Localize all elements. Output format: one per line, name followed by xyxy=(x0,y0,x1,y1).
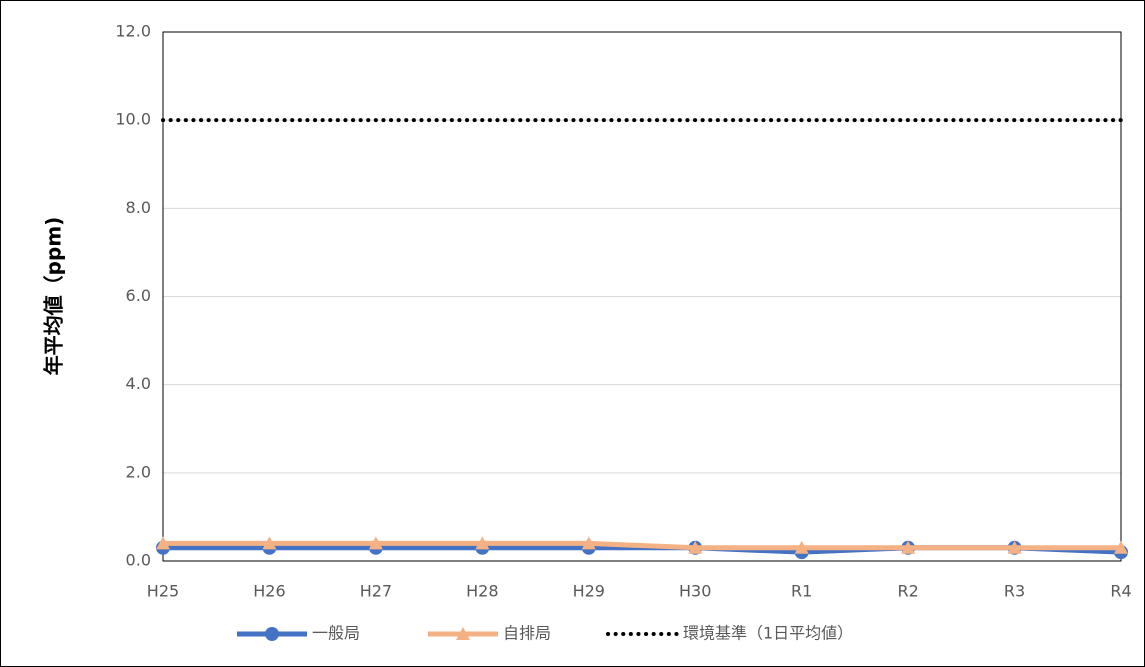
legend-label: 環境基準（1日平均値） xyxy=(683,624,853,643)
data-point xyxy=(368,536,383,550)
data-point xyxy=(901,540,916,554)
data-point xyxy=(1114,540,1128,554)
y-tick-label: 8.0 xyxy=(126,198,151,217)
x-tick-label: R4 xyxy=(1110,582,1131,601)
y-tick-label: 0.0 xyxy=(126,551,151,570)
x-tick-label: H30 xyxy=(679,582,711,601)
x-tick-label: R1 xyxy=(791,582,812,601)
data-point xyxy=(156,536,170,550)
data-point xyxy=(794,540,809,554)
data-point xyxy=(475,536,490,550)
x-tick-label: H26 xyxy=(253,582,285,601)
data-point xyxy=(1007,540,1022,554)
y-tick-label: 10.0 xyxy=(115,110,151,129)
x-tick-label: R2 xyxy=(897,582,918,601)
y-axis-label: 年平均値（ppm) xyxy=(42,217,66,376)
x-tick-label: H25 xyxy=(147,582,179,601)
data-point xyxy=(688,540,703,554)
y-tick-label: 2.0 xyxy=(126,462,151,481)
x-tick-label: R3 xyxy=(1004,582,1025,601)
series-line xyxy=(163,540,1121,551)
y-tick-label: 4.0 xyxy=(126,374,151,393)
x-tick-label: H29 xyxy=(573,582,605,601)
legend-marker xyxy=(265,627,279,641)
x-tick-label: H27 xyxy=(360,582,392,601)
y-tick-label: 12.0 xyxy=(115,22,151,41)
data-point xyxy=(581,536,596,550)
plot-border xyxy=(162,31,1122,562)
y-tick-label: 6.0 xyxy=(126,286,151,305)
data-point xyxy=(262,536,277,550)
x-tick-label: H28 xyxy=(466,582,498,601)
legend-marker xyxy=(456,627,470,640)
legend-label: 一般局 xyxy=(312,624,360,643)
legend-label: 自排局 xyxy=(503,624,551,643)
